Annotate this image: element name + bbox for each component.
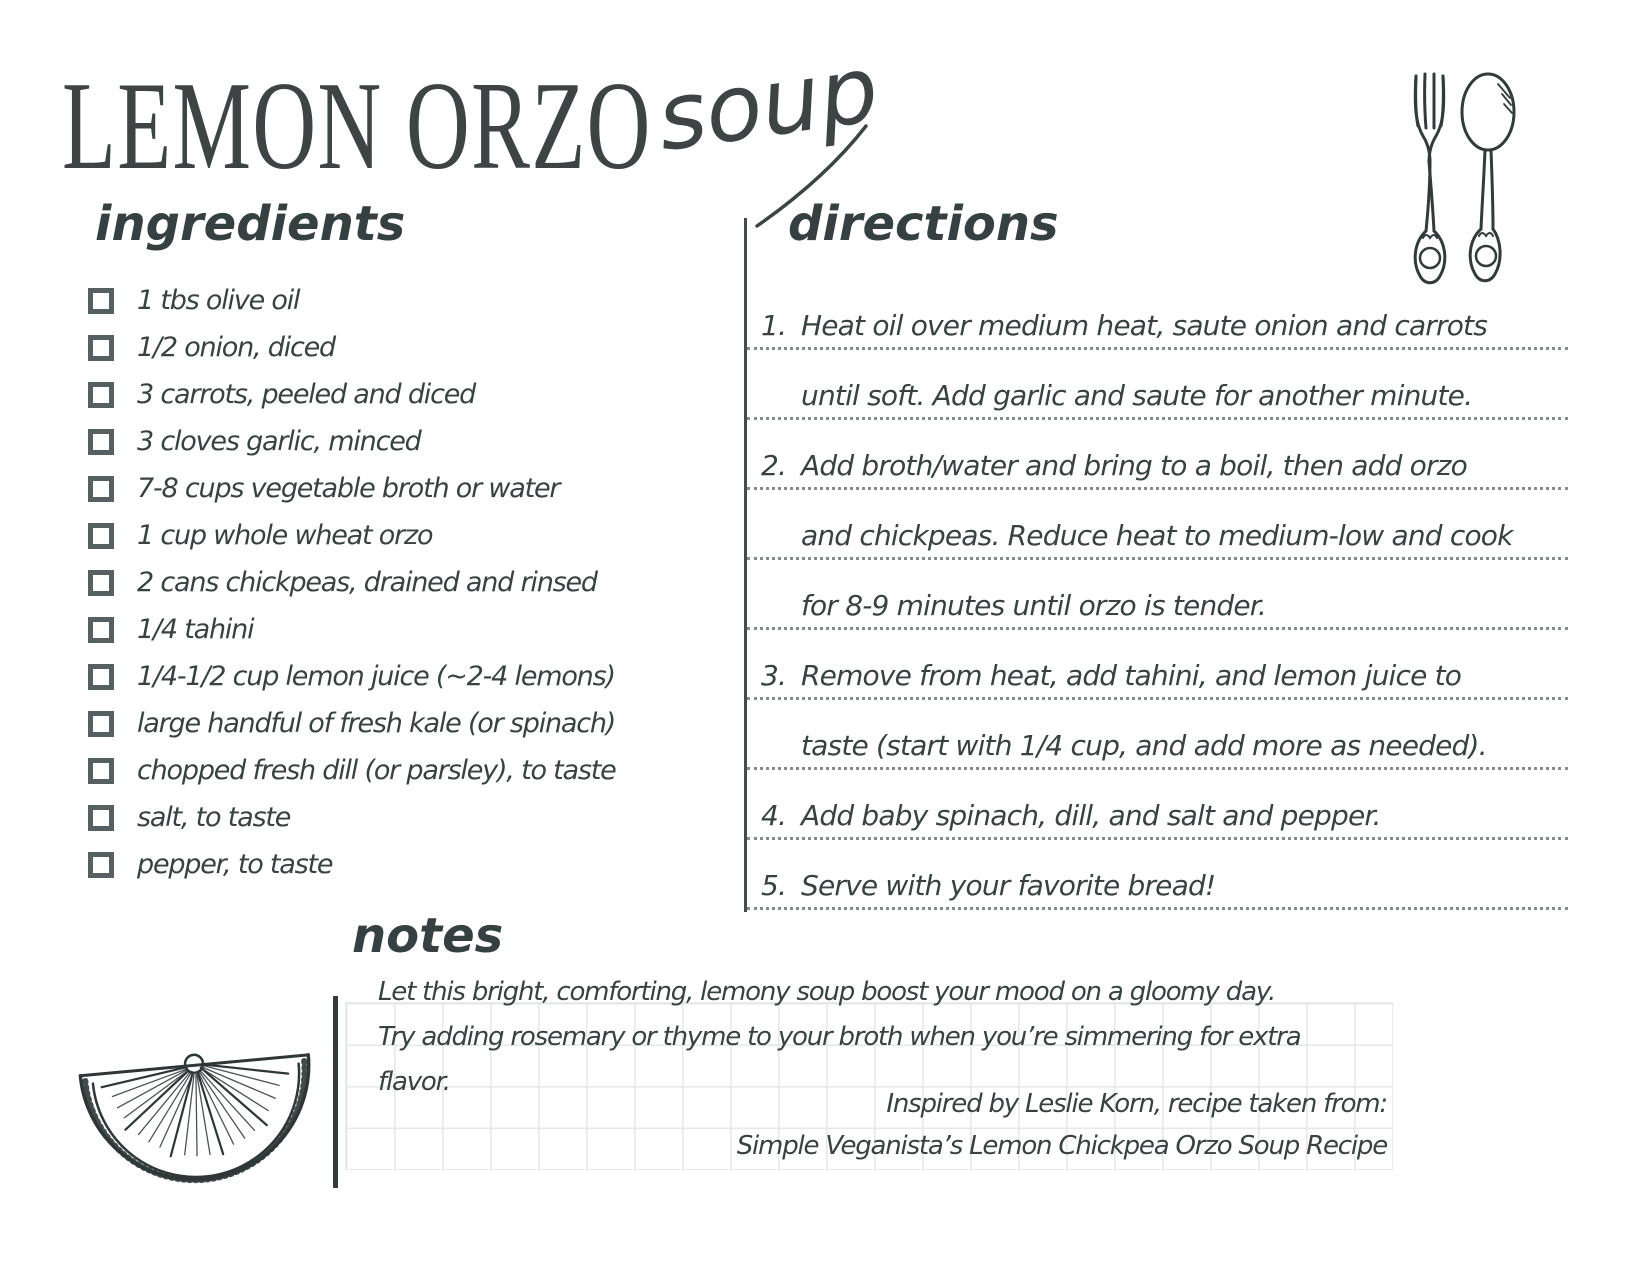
ingredient-checkbox[interactable]	[88, 851, 114, 878]
ingredient-row: chopped fresh dill (or parsley), to tast…	[88, 747, 728, 794]
ingredient-label: chopped fresh dill (or parsley), to tast…	[137, 755, 617, 786]
direction-step-text: Add baby spinach, dill, and salt and pep…	[801, 799, 1381, 832]
fork-and-spoon-icon	[1413, 72, 1516, 285]
ingredient-checkbox[interactable]	[88, 522, 114, 549]
ingredient-checkbox[interactable]	[88, 757, 114, 784]
direction-row: 3. Remove from heat, add tahini, and lem…	[747, 630, 1568, 700]
ingredient-row: pepper, to taste	[88, 841, 728, 888]
ingredient-checkbox[interactable]	[88, 616, 114, 643]
direction-step-text: for 8-9 minutes until orzo is tender.	[801, 589, 1267, 622]
direction-row: and chickpeas. Reduce heat to medium-low…	[747, 490, 1568, 560]
direction-row: 2. Add broth/water and bring to a boil, …	[747, 420, 1568, 490]
ingredient-label: salt, to taste	[137, 802, 291, 833]
ingredients-heading: ingredients	[95, 196, 406, 252]
ingredient-label: large handful of fresh kale (or spinach)	[137, 708, 616, 739]
notes-line: Let this bright, comforting, lemony soup…	[378, 977, 1276, 1007]
ingredient-checkbox[interactable]	[88, 710, 114, 737]
ingredient-label: 2 cans chickpeas, drained and rinsed	[137, 567, 598, 598]
direction-row: until soft. Add garlic and saute for ano…	[747, 350, 1568, 420]
notes-grid-paper	[345, 1002, 1393, 1170]
direction-step-text: Heat oil over medium heat, saute onion a…	[801, 309, 1488, 342]
ingredient-label: 3 carrots, peeled and diced	[137, 379, 476, 410]
ingredient-row: 1/4 tahini	[88, 606, 728, 653]
ingredient-row: 3 cloves garlic, minced	[88, 418, 728, 465]
page-title-script: soup	[650, 35, 885, 173]
ingredient-checkbox[interactable]	[88, 334, 114, 361]
ingredient-checkbox[interactable]	[88, 381, 114, 408]
direction-step-number: 4.	[761, 799, 787, 832]
direction-step-number: 2.	[761, 449, 787, 482]
ingredient-label: 7-8 cups vegetable broth or water	[137, 473, 561, 504]
ingredient-row: 1 tbs olive oil	[88, 277, 728, 324]
ingredient-label: 1/4 tahini	[137, 614, 255, 645]
ingredient-label: 1 cup whole wheat orzo	[137, 520, 433, 551]
ingredient-row: 3 carrots, peeled and diced	[88, 371, 728, 418]
notes-attribution-line: Simple Veganista’s Lemon Chickpea Orzo S…	[736, 1131, 1388, 1161]
direction-row: 1. Heat oil over medium heat, saute onio…	[747, 280, 1568, 350]
direction-step-text: Remove from heat, add tahini, and lemon …	[801, 659, 1462, 692]
direction-step-text: and chickpeas. Reduce heat to medium-low…	[801, 519, 1513, 552]
ingredient-row: large handful of fresh kale (or spinach)	[88, 700, 728, 747]
notes-line: flavor.	[378, 1067, 451, 1097]
directions-heading: directions	[788, 196, 1059, 252]
notes-attribution-line: Inspired by Leslie Korn, recipe taken fr…	[886, 1089, 1388, 1119]
direction-row: 4. Add baby spinach, dill, and salt and …	[747, 770, 1568, 840]
direction-step-text: taste (start with 1/4 cup, and add more …	[801, 729, 1488, 762]
page-title: LEMON ORZO	[62, 57, 652, 196]
direction-step-text: Add broth/water and bring to a boil, the…	[801, 449, 1468, 482]
directions-divider-line	[744, 218, 747, 912]
notes-text: Let this bright, comforting, lemony soup…	[378, 970, 1378, 1105]
ingredient-checkbox[interactable]	[88, 287, 114, 314]
notes-attribution: Inspired by Leslie Korn, recipe taken fr…	[345, 1083, 1388, 1167]
ingredient-row: 1/2 onion, diced	[88, 324, 728, 371]
ingredient-label: pepper, to taste	[137, 849, 334, 880]
ingredient-label: 1 tbs olive oil	[137, 285, 301, 316]
direction-step-number: 3.	[761, 659, 787, 692]
ingredient-checkbox[interactable]	[88, 804, 114, 831]
direction-row: taste (start with 1/4 cup, and add more …	[747, 700, 1568, 770]
ingredient-row: 2 cans chickpeas, drained and rinsed	[88, 559, 728, 606]
directions-list: 1. Heat oil over medium heat, saute onio…	[747, 280, 1568, 910]
ingredient-row: salt, to taste	[88, 794, 728, 841]
ingredient-checkbox[interactable]	[88, 569, 114, 596]
ingredient-row: 1/4-1/2 cup lemon juice (~2-4 lemons)	[88, 653, 728, 700]
ingredient-checkbox[interactable]	[88, 475, 114, 502]
direction-step-number: 1.	[761, 309, 787, 342]
direction-row: for 8-9 minutes until orzo is tender.	[747, 560, 1568, 630]
notes-heading: notes	[352, 908, 504, 964]
notes-line: Try adding rosemary or thyme to your bro…	[378, 1022, 1302, 1052]
direction-row: 5. Serve with your favorite bread!	[747, 840, 1568, 910]
ingredient-row: 7-8 cups vegetable broth or water	[88, 465, 728, 512]
direction-step-number: 5.	[761, 869, 787, 902]
ingredient-checkbox[interactable]	[88, 428, 114, 455]
direction-step-text: Serve with your favorite bread!	[801, 869, 1216, 902]
lemon-slice-icon	[78, 1053, 311, 1184]
ingredient-label: 3 cloves garlic, minced	[137, 426, 422, 457]
notes-divider-line	[333, 996, 338, 1188]
ingredient-label: 1/4-1/2 cup lemon juice (~2-4 lemons)	[137, 661, 616, 692]
ingredients-list: 1 tbs olive oil 1/2 onion, diced 3 carro…	[88, 277, 728, 888]
ingredient-row: 1 cup whole wheat orzo	[88, 512, 728, 559]
ingredient-checkbox[interactable]	[88, 663, 114, 690]
ingredient-label: 1/2 onion, diced	[137, 332, 336, 363]
direction-step-text: until soft. Add garlic and saute for ano…	[801, 379, 1473, 412]
